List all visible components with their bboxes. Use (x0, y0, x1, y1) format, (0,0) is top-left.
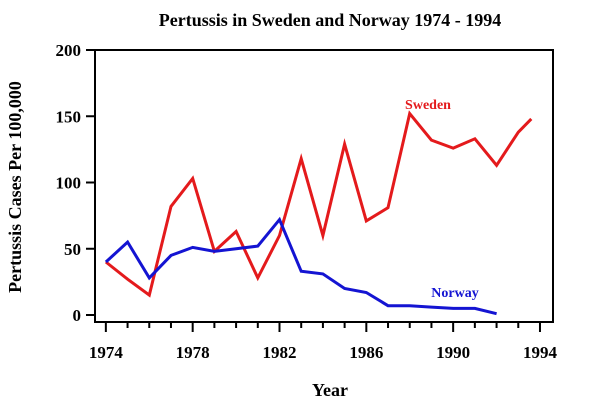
x-tick-label: 1994 (523, 343, 558, 362)
chart-title: Pertussis in Sweden and Norway 1974 - 19… (159, 10, 502, 30)
x-axis: 1974 1978 1982 1986 1990 1994 (89, 322, 558, 362)
series-label-sweden: Sweden (405, 98, 451, 113)
series-line-sweden (104, 110, 533, 298)
y-axis: 0 50 100 150 200 (56, 41, 95, 325)
x-tick-label: 1974 (89, 343, 124, 362)
plot-frame (94, 49, 554, 323)
x-tick-label: 1978 (176, 343, 210, 362)
y-axis-label: Pertussis Cases Per 100,000 (5, 81, 25, 293)
x-tick-label: 1982 (263, 343, 297, 362)
x-tick-label: 1986 (349, 343, 383, 362)
series-group: Sweden Norway (104, 98, 533, 316)
x-axis-label: Year (312, 380, 348, 400)
y-tick-label: 150 (56, 107, 82, 126)
y-tick-label: 200 (56, 41, 82, 60)
x-tick-label: 1990 (436, 343, 470, 362)
y-tick-label: 50 (64, 240, 81, 259)
y-tick-label: 100 (56, 174, 82, 193)
series-line-norway (104, 216, 497, 316)
series-label-norway: Norway (431, 286, 478, 301)
y-tick-label: 0 (73, 306, 82, 325)
